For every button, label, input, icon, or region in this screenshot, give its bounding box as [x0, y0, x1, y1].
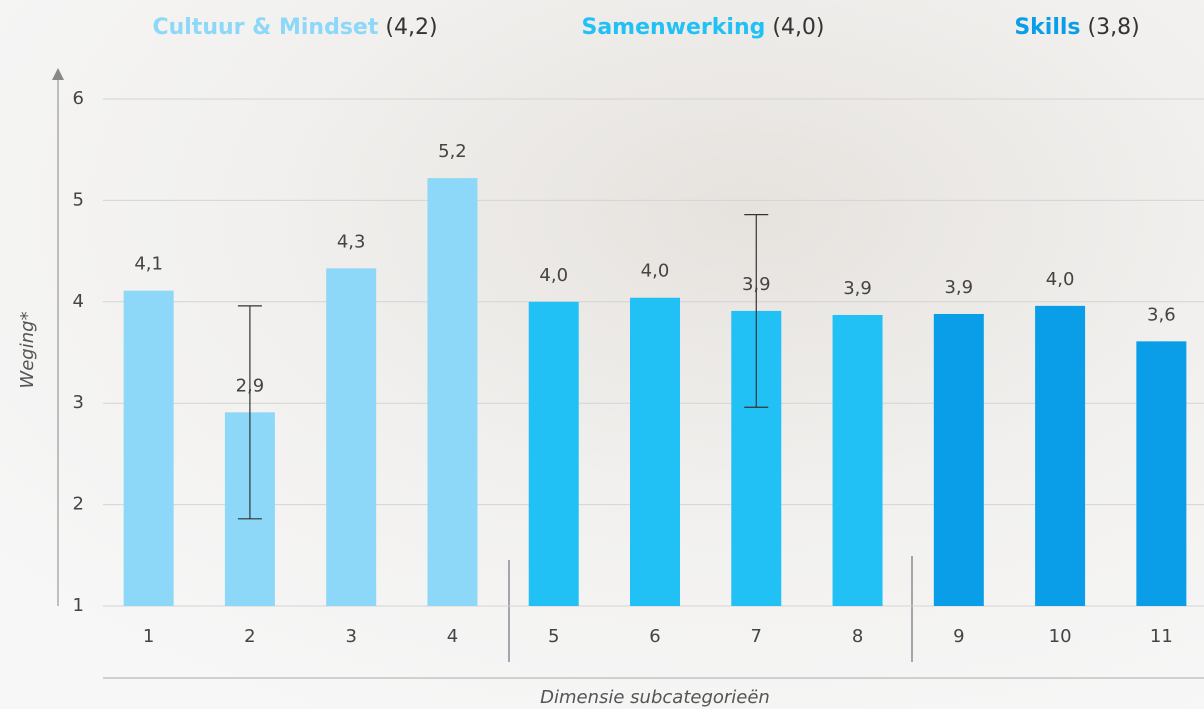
group-header: Skills (3,8) [1014, 15, 1139, 40]
value-label: 3,9 [944, 277, 973, 298]
y-tick-label: 5 [73, 189, 84, 210]
bar [326, 268, 377, 606]
value-label: 4,0 [1046, 269, 1075, 290]
group-score: (4,2) [385, 15, 437, 40]
x-tick-label: 5 [548, 626, 559, 647]
value-label: 4,0 [539, 265, 568, 286]
x-tick-label: 10 [1049, 626, 1072, 647]
bar [630, 297, 680, 606]
x-tick-label: 3 [345, 626, 356, 647]
value-label: 4,0 [641, 261, 670, 282]
error-bar [744, 213, 769, 408]
y-tick-label: 3 [73, 392, 84, 413]
group-header: Samenwerking (4,0) [581, 15, 824, 40]
group-score: (4,0) [772, 15, 824, 40]
bar [1136, 341, 1187, 606]
value-label: 5,2 [438, 141, 467, 162]
group-header: Cultuur & Mindset (4,2) [152, 15, 437, 40]
group-name: Samenwerking [581, 15, 765, 40]
y-tick-label: 1 [73, 595, 84, 616]
y-tick-label: 6 [73, 88, 84, 109]
value-label: 3,9 [843, 278, 872, 299]
group-name: Skills [1014, 15, 1080, 40]
value-label: 4,1 [134, 254, 163, 275]
bar [123, 290, 174, 606]
value-label: 3,6 [1147, 304, 1176, 325]
bar [933, 313, 984, 606]
x-tick-label: 8 [852, 626, 863, 647]
bar [528, 301, 579, 606]
bar [832, 314, 883, 606]
y-tick-label: 2 [73, 494, 84, 515]
y-axis-label: Weging* [17, 311, 38, 388]
x-axis-label: Dimensie subcategorieën [540, 687, 770, 708]
x-tick-label: 11 [1150, 626, 1173, 647]
error-bar [237, 305, 262, 520]
y-tick-label: 4 [73, 291, 84, 312]
x-tick-label: 7 [751, 626, 762, 647]
bar [1035, 305, 1086, 606]
group-name: Cultuur & Mindset [152, 15, 378, 40]
x-tick-label: 6 [649, 626, 660, 647]
x-tick-label: 1 [143, 626, 154, 647]
bar [427, 178, 478, 607]
x-tick-label: 2 [244, 626, 255, 647]
y-axis-arrow [52, 68, 64, 80]
group-score: (3,8) [1088, 15, 1140, 40]
x-tick-label: 9 [953, 626, 964, 647]
x-tick-label: 4 [447, 626, 458, 647]
value-label: 4,3 [337, 231, 366, 252]
